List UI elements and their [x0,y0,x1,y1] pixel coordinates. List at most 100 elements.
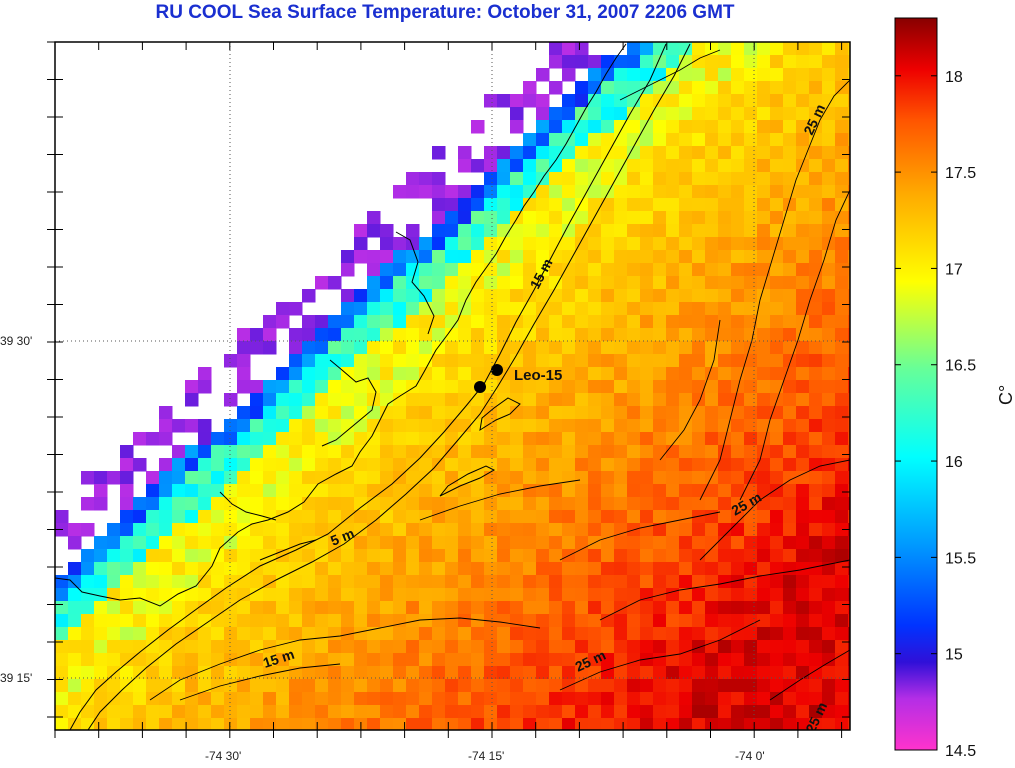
sst-pixel [692,185,706,199]
sst-pixel [380,432,394,446]
sst-pixel [224,484,238,498]
sst-pixel [406,588,420,602]
sst-pixel [419,315,433,329]
sst-pixel [627,315,641,329]
bathymetry-contours [149,49,850,701]
sst-pixel [419,367,433,381]
sst-pixel [484,640,498,654]
sst-pixel [432,458,446,472]
sst-pixel [497,549,511,563]
sst-pixel [744,250,758,264]
sst-pixel [679,627,693,641]
sst-pixel [81,601,95,615]
sst-pixel [692,484,706,498]
sst-pixel [510,510,524,524]
sst-pixel [68,523,82,537]
sst-pixel [406,354,420,368]
sst-pixel [692,81,706,95]
sst-pixel [744,198,758,212]
sst-pixel [211,705,225,719]
sst-pixel [263,393,277,407]
sst-pixel [185,497,199,511]
sst-pixel [783,484,797,498]
sst-pixel [757,705,771,719]
sst-pixel [822,159,836,173]
sst-pixel [822,536,836,550]
sst-pixel [809,68,823,82]
sst-pixel [757,224,771,238]
sst-pixel [692,94,706,108]
sst-pixel [796,380,810,394]
sst-pixel [549,315,563,329]
sst-pixel [328,614,342,628]
sst-pixel [458,185,472,199]
sst-pixel [614,250,628,264]
sst-pixel [640,198,654,212]
sst-pixel [718,81,732,95]
sst-pixel [341,328,355,342]
sst-pixel [705,146,719,160]
sst-pixel [263,614,277,628]
sst-pixel [692,224,706,238]
sst-pixel [211,458,225,472]
sst-pixel [367,289,381,303]
sst-pixel [393,718,407,730]
sst-pixel [211,653,225,667]
sst-pixel [484,523,498,537]
sst-pixel [510,120,524,134]
sst-pixel [744,653,758,667]
sst-pixel [289,341,303,355]
sst-pixel [666,718,680,730]
sst-pixel [757,341,771,355]
sst-pixel [679,419,693,433]
sst-pixel [757,406,771,420]
sst-pixel [835,692,849,706]
sst-pixel [523,484,537,498]
sst-pixel [796,549,810,563]
sst-pixel [523,575,537,589]
sst-pixel [510,432,524,446]
sst-pixel [211,562,225,576]
sst-pixel [562,55,576,69]
sst-pixel [744,679,758,693]
sst-pixel [341,536,355,550]
sst-pixel [575,718,589,730]
sst-pixel [718,302,732,316]
sst-pixel [679,250,693,264]
sst-pixel [55,692,69,706]
sst-pixel [731,718,745,730]
sst-pixel [783,81,797,95]
sst-pixel [679,146,693,160]
sst-pixel [185,523,199,537]
sst-pixel [341,679,355,693]
sst-pixel [484,289,498,303]
sst-pixel [822,120,836,134]
sst-pixel [809,601,823,615]
sst-pixel [276,484,290,498]
sst-pixel [276,445,290,459]
sst-pixel [380,406,394,420]
sst-pixel [471,302,485,316]
sst-pixel [731,445,745,459]
sst-pixel [393,276,407,290]
sst-pixel [796,81,810,95]
sst-pixel [614,419,628,433]
sst-pixel [835,367,849,381]
sst-pixel [731,679,745,693]
sst-pixel [757,536,771,550]
sst-pixel [159,562,173,576]
sst-pixel [315,315,329,329]
sst-pixel [744,172,758,186]
sst-pixel [393,380,407,394]
sst-pixel [692,575,706,589]
sst-pixel [835,614,849,628]
sst-pixel [289,692,303,706]
sst-pixel [315,588,329,602]
sst-pixel [146,666,160,680]
sst-pixel [445,458,459,472]
sst-pixel [146,575,160,589]
sst-pixel [679,120,693,134]
sst-pixel [627,640,641,654]
sst-pixel [848,250,850,264]
sst-pixel [614,94,628,108]
